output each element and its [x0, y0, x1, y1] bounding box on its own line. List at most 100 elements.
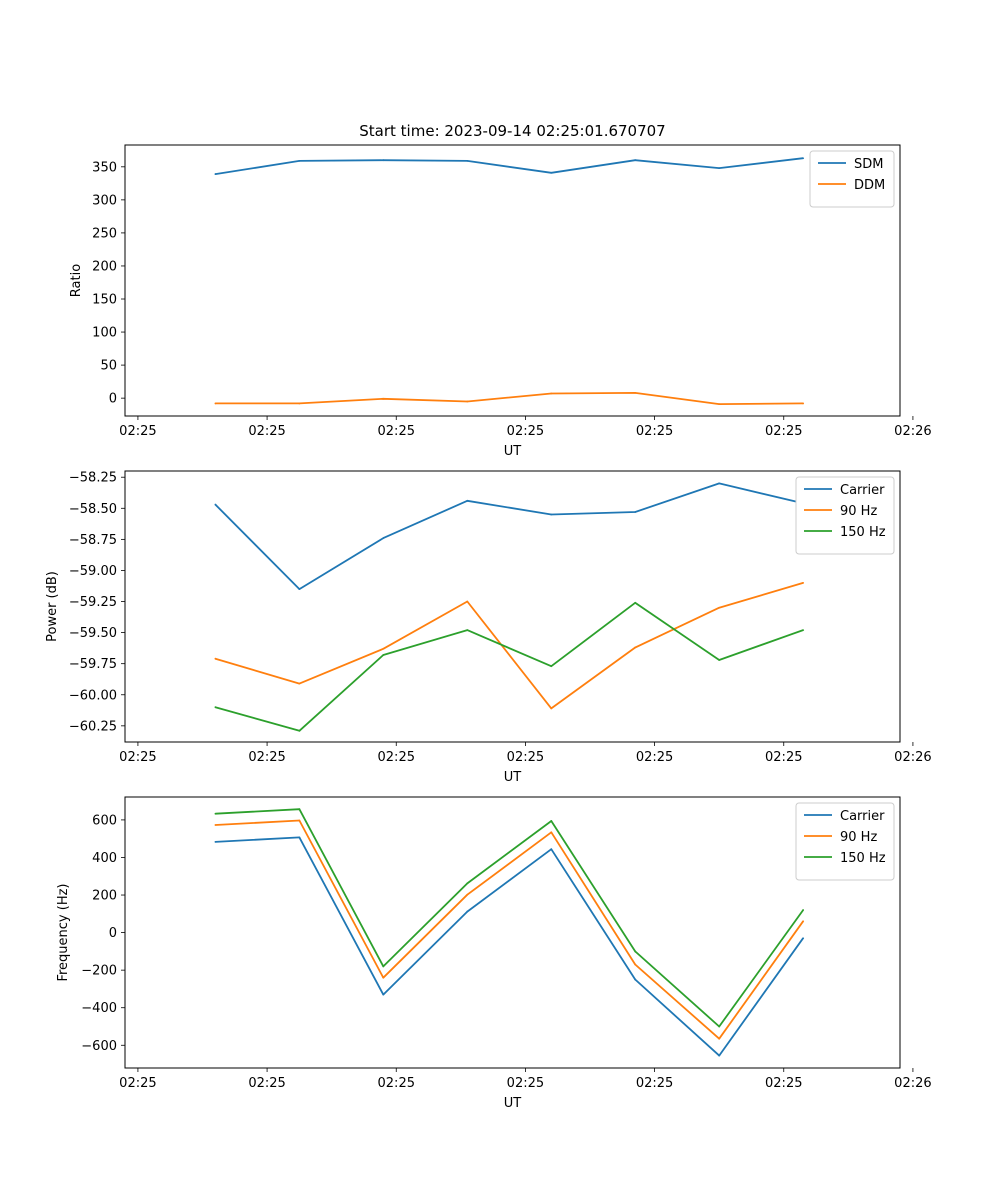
panel-2: 02:25 02:25 02:25 02:25 02:25 02:25 02:26 −60.2… [45, 470, 932, 785]
data-point [718, 403, 721, 406]
y-axis-label: Power (dB) [45, 571, 60, 642]
data-point [550, 665, 553, 668]
legend-box [795, 802, 895, 881]
x-tick-label: 02:25 [507, 750, 544, 765]
legend-label: 150 Hz [840, 851, 886, 866]
axes-frame [124, 470, 901, 743]
panel-3: 02:25 02:25 02:25 02:25 02:25 02:25 02:26 −600 −… [56, 796, 932, 1111]
y-tick-label: 300 [92, 193, 117, 208]
data-point [634, 511, 637, 513]
x-tick-label: 02:25 [765, 750, 802, 765]
data-point [214, 706, 217, 709]
legend: SDM DDM [809, 150, 895, 208]
x-axis-label: UT [504, 444, 522, 459]
y-tick-label: −59.75 [69, 657, 117, 672]
x-tick-label: 02:25 [119, 1076, 156, 1091]
y-tick-label: −60.00 [69, 688, 117, 703]
data-point [382, 397, 385, 400]
y-tick-label: 250 [92, 226, 117, 241]
y-tick-label: −58.50 [69, 502, 117, 517]
x-tick-label: 02:25 [248, 424, 285, 439]
x-tick-label: 02:25 [378, 750, 415, 765]
data-point [214, 840, 217, 843]
legend-label: DDM [854, 178, 885, 193]
legend-label: 90 Hz [840, 830, 877, 845]
data-point [718, 659, 721, 661]
data-point [382, 647, 385, 650]
data-point [298, 836, 301, 839]
series-line-150-hz [215, 808, 804, 1028]
data-point [718, 1025, 721, 1028]
data-point [466, 910, 469, 913]
data-point [298, 819, 301, 822]
data-point [382, 965, 385, 968]
figure-title: Start time: 2023-09-14 02:25:01.670707 [359, 122, 665, 140]
axes-frame [124, 144, 901, 417]
x-tick-label: 02:25 [507, 424, 544, 439]
x-tick-label: 02:26 [894, 1076, 931, 1091]
data-point [382, 654, 385, 656]
data-point [382, 537, 385, 540]
data-point [298, 682, 301, 685]
x-tick-label: 02:25 [119, 750, 156, 765]
data-point [466, 893, 469, 896]
data-point [634, 646, 637, 649]
legend-label: 90 Hz [840, 504, 877, 519]
legend-label: Carrier [840, 809, 885, 824]
data-point [466, 159, 469, 162]
y-tick-label: 350 [92, 160, 117, 175]
y-tick-label: 200 [92, 259, 117, 274]
data-point [298, 402, 301, 405]
data-point [466, 600, 469, 603]
data-point [214, 812, 217, 815]
x-axis-label: UT [504, 1096, 522, 1111]
legend: Carrier 90 Hz 150 Hz [795, 802, 895, 881]
x-tick-label: 02:25 [119, 424, 156, 439]
data-point [718, 482, 721, 485]
x-tick-label: 02:25 [636, 1076, 673, 1091]
data-point [718, 167, 721, 170]
data-point [634, 391, 637, 394]
data-point [634, 601, 637, 604]
data-point [214, 173, 217, 175]
data-point [718, 1054, 721, 1057]
y-axis-label: Frequency (Hz) [56, 883, 71, 981]
data-point [214, 503, 217, 506]
y-tick-label: 200 [92, 889, 117, 904]
legend-box [809, 150, 895, 208]
x-tick-label: 02:26 [894, 424, 931, 439]
legend: Carrier 90 Hz 150 Hz [795, 476, 895, 555]
data-point [298, 159, 301, 162]
data-point [718, 606, 721, 609]
data-point [550, 848, 553, 851]
x-tick-label: 02:25 [765, 1076, 802, 1091]
series-line-ddm [215, 391, 804, 406]
data-point [298, 588, 301, 590]
data-point [802, 909, 805, 911]
series-line-90-hz [215, 582, 804, 710]
y-tick-label: 150 [92, 293, 117, 308]
data-point [550, 831, 553, 834]
data-point [550, 171, 553, 174]
x-tick-label: 02:25 [378, 424, 415, 439]
y-tick-label: −600 [81, 1039, 117, 1054]
data-point [550, 820, 553, 822]
x-tick-label: 02:25 [636, 424, 673, 439]
data-point [634, 159, 637, 162]
x-axis-label: UT [504, 770, 522, 785]
data-point [382, 976, 385, 979]
data-point [466, 629, 469, 632]
x-tick-label: 02:25 [378, 1076, 415, 1091]
data-point [298, 729, 301, 732]
y-tick-label: 100 [92, 326, 117, 341]
data-point [466, 400, 469, 403]
y-tick-label: −58.25 [69, 471, 117, 486]
panel-1: 02:25 02:25 02:25 02:25 02:25 02:25 02:26 0 50 10… [69, 144, 932, 459]
data-point [466, 882, 469, 885]
y-tick-label: −59.25 [69, 595, 117, 610]
series-line-90-hz [215, 819, 804, 1040]
data-point [382, 159, 385, 162]
series-line-carrier [215, 836, 804, 1057]
series-line-sdm [215, 157, 804, 175]
